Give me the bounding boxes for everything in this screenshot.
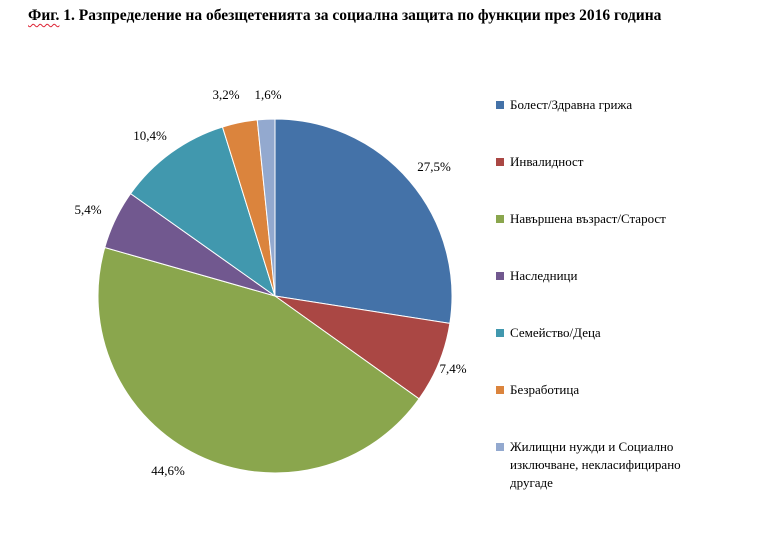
legend-swatch <box>496 272 504 280</box>
legend-item-6: Безработица <box>496 381 720 399</box>
legend-item-7: Жилищни нужди и Социално изключване, нек… <box>496 438 720 492</box>
pie-data-label-4: 5,4% <box>74 202 101 217</box>
legend-label: Безработица <box>510 382 580 397</box>
pie-data-label-3: 44,6% <box>151 463 185 478</box>
pie-slice-3 <box>97 246 420 474</box>
pie-data-label-1: 27,5% <box>417 159 451 174</box>
legend-swatch <box>496 158 504 166</box>
chart-title-prefix: Фиг. <box>28 7 60 24</box>
legend-swatch <box>496 443 504 451</box>
legend-label: Жилищни нужди и Социално изключване, нек… <box>510 439 681 490</box>
pie-data-label-7: 1,6% <box>254 87 281 102</box>
legend-label: Наследници <box>510 268 578 283</box>
legend-item-2: Инвалидност <box>496 153 720 171</box>
legend-item-5: Семейство/Деца <box>496 324 720 342</box>
pie-data-label-5: 10,4% <box>133 128 167 143</box>
legend-item-3: Навършена възраст/Старост <box>496 210 720 228</box>
legend-swatch <box>496 215 504 223</box>
legend-label: Болест/Здравна грижа <box>510 97 633 112</box>
pie-labels: 27,5% 7,4% 44,6% 5,4% 10,4% 3,2% 1,6% <box>74 87 466 478</box>
legend-label: Навършена възраст/Старост <box>510 211 666 226</box>
legend-item-1: Болест/Здравна грижа <box>496 96 720 114</box>
pie-slices <box>97 118 453 474</box>
legend-item-4: Наследници <box>496 267 720 285</box>
legend-swatch <box>496 329 504 337</box>
legend-label: Семейство/Деца <box>510 325 601 340</box>
pie-slice-7 <box>256 118 276 297</box>
pie-slice-1 <box>274 118 453 324</box>
pie-data-label-6: 3,2% <box>212 87 239 102</box>
legend-swatch <box>496 101 504 109</box>
legend-label: Инвалидност <box>510 154 584 169</box>
pie-data-label-2: 7,4% <box>439 361 466 376</box>
pie-slice-5 <box>129 126 276 298</box>
chart-title: Фиг. 1. Разпределение на обезщетенията з… <box>28 7 661 25</box>
chart-title-text: 1. Разпределение на обезщетенията за соц… <box>59 7 662 24</box>
legend-swatch <box>496 386 504 394</box>
